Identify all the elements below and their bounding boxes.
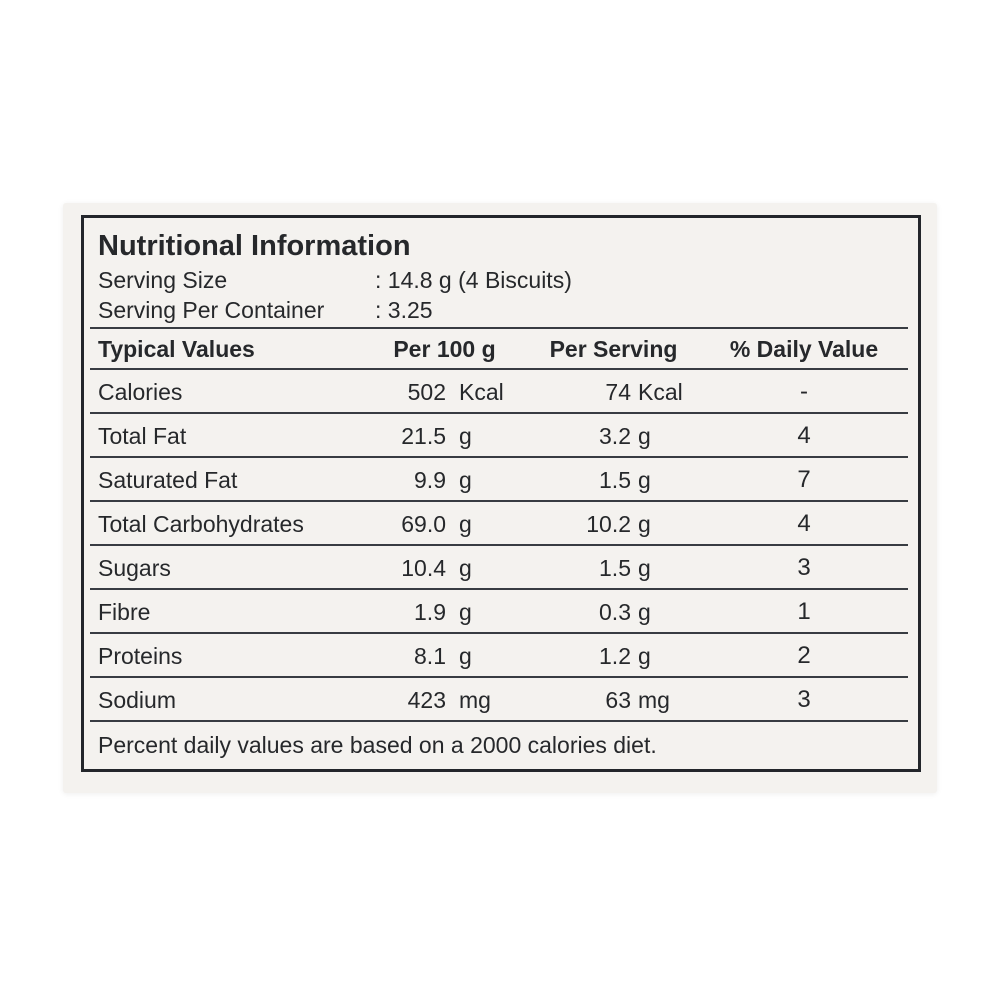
per100-value: 502 — [407, 378, 446, 405]
nutrient-name: Total Carbohydrates — [98, 510, 304, 537]
table-row-sugars: Sugars 10.4 g 1.5 g 3 — [84, 546, 918, 590]
nutrient-name: Total Fat — [98, 422, 187, 449]
table-header: Typical Values Per 100 g Per Serving % D… — [84, 329, 918, 370]
per-serving-unit: g — [638, 598, 651, 625]
serving-per-container-row: Serving Per Container : 3.25 — [98, 295, 902, 325]
per100-unit: g — [459, 510, 472, 537]
nutrient-name: Saturated Fat — [98, 466, 238, 493]
daily-value: 4 — [797, 422, 811, 449]
per-serving-unit: g — [638, 642, 651, 669]
table-row-total-carbohydrates: Total Carbohydrates 69.0 g 10.2 g 4 — [84, 502, 918, 546]
table-row-total-fat: Total Fat 21.5 g 3.2 g 4 — [84, 414, 918, 458]
daily-value: 3 — [797, 686, 811, 713]
nutrient-name: Proteins — [98, 642, 183, 669]
nutrition-label-card: Nutritional Information Serving Size : 1… — [63, 203, 937, 793]
per100-unit: g — [459, 598, 472, 625]
table-row-fibre: Fibre 1.9 g 0.3 g 1 — [84, 590, 918, 634]
per-serving-unit: g — [638, 422, 651, 449]
nutrition-facts-box: Nutritional Information Serving Size : 1… — [81, 215, 921, 772]
daily-value: 4 — [797, 510, 811, 537]
serving-per-container-value: : 3.25 — [375, 297, 433, 323]
per100-unit: Kcal — [459, 378, 504, 405]
daily-value-disclaimer: Percent daily values are based on a 2000… — [84, 722, 918, 769]
per100-unit: g — [459, 642, 472, 669]
table-row-sodium: Sodium 423 mg 63 mg 3 — [84, 678, 918, 722]
per-serving-value: 63 — [605, 686, 631, 713]
column-header-per-serving: Per Serving — [549, 336, 678, 362]
per100-unit: g — [459, 554, 472, 581]
page-title: Nutritional Information — [98, 230, 411, 262]
table-row-saturated-fat: Saturated Fat 9.9 g 1.5 g 7 — [84, 458, 918, 502]
column-header-daily-value: % Daily Value — [729, 336, 879, 362]
per-serving-value: 74 — [605, 378, 631, 405]
daily-value: 3 — [797, 554, 811, 581]
serving-per-container-label: Serving Per Container — [98, 297, 325, 323]
per100-unit: mg — [459, 686, 491, 713]
column-header-per-100g: Per 100 g — [393, 336, 496, 362]
per-serving-unit: g — [638, 510, 651, 537]
per-serving-unit: mg — [638, 686, 670, 713]
serving-size-row: Serving Size : 14.8 g (4 Biscuits) — [98, 265, 902, 295]
daily-value: - — [800, 378, 808, 405]
per100-value: 21.5 — [401, 422, 446, 449]
per-serving-value: 1.5 — [599, 554, 631, 581]
table-row-calories: Calories 502 Kcal 74 Kcal - — [84, 370, 918, 414]
per-serving-unit: Kcal — [638, 378, 683, 405]
per-serving-value: 10.2 — [586, 510, 631, 537]
column-header-typical-values: Typical Values — [98, 336, 255, 362]
disclaimer-text: Percent daily values are based on a 2000… — [98, 732, 657, 758]
daily-value: 1 — [797, 598, 811, 625]
per100-value: 69.0 — [401, 510, 446, 537]
per-serving-value: 1.2 — [599, 642, 631, 669]
nutrient-name: Calories — [98, 378, 183, 405]
per-serving-value: 3.2 — [599, 422, 631, 449]
serving-size-value: : 14.8 g (4 Biscuits) — [375, 267, 572, 293]
nutrient-name: Sugars — [98, 554, 171, 581]
per-serving-unit: g — [638, 554, 651, 581]
nutrient-name: Fibre — [98, 598, 151, 625]
label-header: Nutritional Information Serving Size : 1… — [84, 218, 918, 329]
daily-value: 2 — [797, 642, 811, 669]
per100-value: 8.1 — [414, 642, 446, 669]
per100-value: 10.4 — [401, 554, 446, 581]
per100-unit: g — [459, 422, 472, 449]
per100-value: 423 — [407, 686, 446, 713]
serving-size-label: Serving Size — [98, 267, 228, 293]
table-row-proteins: Proteins 8.1 g 1.2 g 2 — [84, 634, 918, 678]
nutrient-name: Sodium — [98, 686, 176, 713]
per-serving-value: 1.5 — [599, 466, 631, 493]
per-serving-value: 0.3 — [599, 598, 631, 625]
daily-value: 7 — [797, 466, 811, 493]
per100-value: 9.9 — [414, 466, 446, 493]
per100-value: 1.9 — [414, 598, 446, 625]
per100-unit: g — [459, 466, 472, 493]
per-serving-unit: g — [638, 466, 651, 493]
